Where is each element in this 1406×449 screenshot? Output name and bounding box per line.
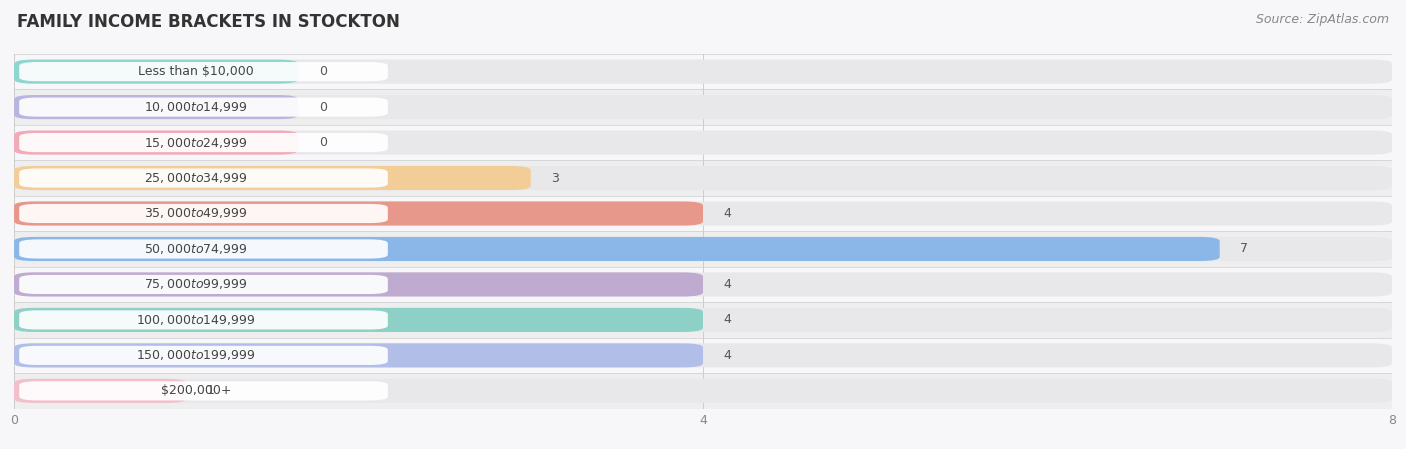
FancyBboxPatch shape (14, 95, 298, 119)
Text: $25,000 to $34,999: $25,000 to $34,999 (145, 171, 247, 185)
Text: 0: 0 (319, 136, 328, 149)
Text: 0: 0 (319, 101, 328, 114)
Text: 4: 4 (724, 349, 731, 362)
Bar (14, 89, 1392, 125)
FancyBboxPatch shape (14, 202, 1392, 225)
FancyBboxPatch shape (14, 202, 703, 225)
Bar (14, 338, 1392, 373)
Text: 3: 3 (551, 172, 560, 185)
Bar (14, 231, 1392, 267)
FancyBboxPatch shape (20, 275, 388, 294)
Text: Less than $10,000: Less than $10,000 (138, 65, 254, 78)
FancyBboxPatch shape (14, 237, 1392, 261)
Text: 0: 0 (319, 65, 328, 78)
FancyBboxPatch shape (14, 379, 186, 403)
FancyBboxPatch shape (20, 97, 388, 117)
Text: $150,000 to $199,999: $150,000 to $199,999 (136, 348, 256, 362)
FancyBboxPatch shape (20, 168, 388, 188)
FancyBboxPatch shape (14, 308, 1392, 332)
Text: $200,000+: $200,000+ (160, 384, 231, 397)
FancyBboxPatch shape (14, 237, 1219, 261)
Text: 7: 7 (1240, 242, 1249, 255)
FancyBboxPatch shape (14, 60, 1392, 84)
Text: $50,000 to $74,999: $50,000 to $74,999 (145, 242, 247, 256)
FancyBboxPatch shape (20, 310, 388, 330)
Bar (14, 267, 1392, 302)
FancyBboxPatch shape (20, 381, 388, 401)
Text: 4: 4 (724, 313, 731, 326)
FancyBboxPatch shape (20, 62, 388, 81)
FancyBboxPatch shape (14, 131, 298, 154)
Bar (14, 302, 1392, 338)
Bar (14, 373, 1392, 409)
Text: 4: 4 (724, 207, 731, 220)
FancyBboxPatch shape (14, 95, 1392, 119)
Text: $10,000 to $14,999: $10,000 to $14,999 (145, 100, 247, 114)
Text: Source: ZipAtlas.com: Source: ZipAtlas.com (1256, 13, 1389, 26)
FancyBboxPatch shape (14, 308, 703, 332)
Text: $35,000 to $49,999: $35,000 to $49,999 (145, 207, 247, 220)
Bar (14, 160, 1392, 196)
FancyBboxPatch shape (20, 204, 388, 223)
FancyBboxPatch shape (14, 273, 1392, 296)
Text: FAMILY INCOME BRACKETS IN STOCKTON: FAMILY INCOME BRACKETS IN STOCKTON (17, 13, 399, 31)
Text: $15,000 to $24,999: $15,000 to $24,999 (145, 136, 247, 150)
Bar (14, 196, 1392, 231)
FancyBboxPatch shape (20, 133, 388, 152)
FancyBboxPatch shape (14, 343, 703, 367)
FancyBboxPatch shape (20, 346, 388, 365)
FancyBboxPatch shape (14, 273, 703, 296)
Bar (14, 54, 1392, 89)
Text: 4: 4 (724, 278, 731, 291)
FancyBboxPatch shape (14, 343, 1392, 367)
FancyBboxPatch shape (14, 131, 1392, 154)
FancyBboxPatch shape (14, 166, 531, 190)
FancyBboxPatch shape (20, 239, 388, 259)
Text: $75,000 to $99,999: $75,000 to $99,999 (145, 277, 247, 291)
FancyBboxPatch shape (14, 60, 298, 84)
FancyBboxPatch shape (14, 379, 1392, 403)
FancyBboxPatch shape (14, 166, 1392, 190)
Bar (14, 125, 1392, 160)
Text: 1: 1 (207, 384, 215, 397)
Text: $100,000 to $149,999: $100,000 to $149,999 (136, 313, 256, 327)
